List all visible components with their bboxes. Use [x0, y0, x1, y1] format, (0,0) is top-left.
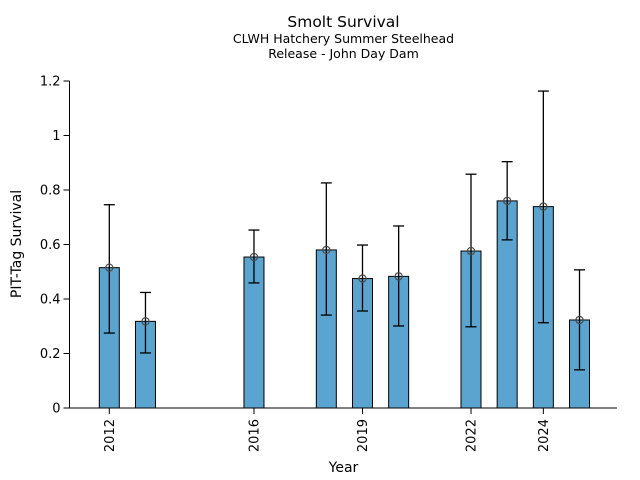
value-marker-2016 [249, 252, 259, 262]
x-axis-label: Year [328, 460, 359, 476]
y-tick-label: 0.4 [40, 293, 61, 308]
value-marker-2013 [141, 317, 150, 326]
y-tick-label: 1 [52, 129, 60, 144]
chart-title: Smolt Survival [287, 13, 400, 31]
x-tick-label: 2016 [247, 419, 262, 452]
value-marker-2019 [358, 274, 367, 283]
y-tick-label: 0.6 [40, 238, 61, 253]
y-tick-label: 0 [52, 402, 60, 417]
chart-subtitle-line2: Release - John Day Dam [268, 46, 419, 61]
x-tick-label: 2024 [537, 419, 552, 452]
value-marker-2024 [539, 202, 548, 211]
chart-subtitle-line1: CLWH Hatchery Summer Steelhead [232, 31, 455, 46]
value-marker-2012 [105, 263, 114, 272]
value-marker-2025 [575, 315, 584, 325]
y-tick-label: 0.2 [40, 347, 61, 362]
x-tick-label: 2019 [356, 419, 371, 452]
value-marker-2022 [466, 246, 476, 256]
value-marker-2018 [322, 245, 331, 255]
value-marker-2023 [502, 196, 512, 206]
y-tick-label: 1.2 [40, 75, 61, 90]
value-marker-2020 [394, 272, 403, 281]
x-tick-label: 2022 [465, 419, 480, 452]
x-tick-label: 2012 [103, 419, 118, 452]
y-tick-label: 0.8 [40, 184, 61, 199]
